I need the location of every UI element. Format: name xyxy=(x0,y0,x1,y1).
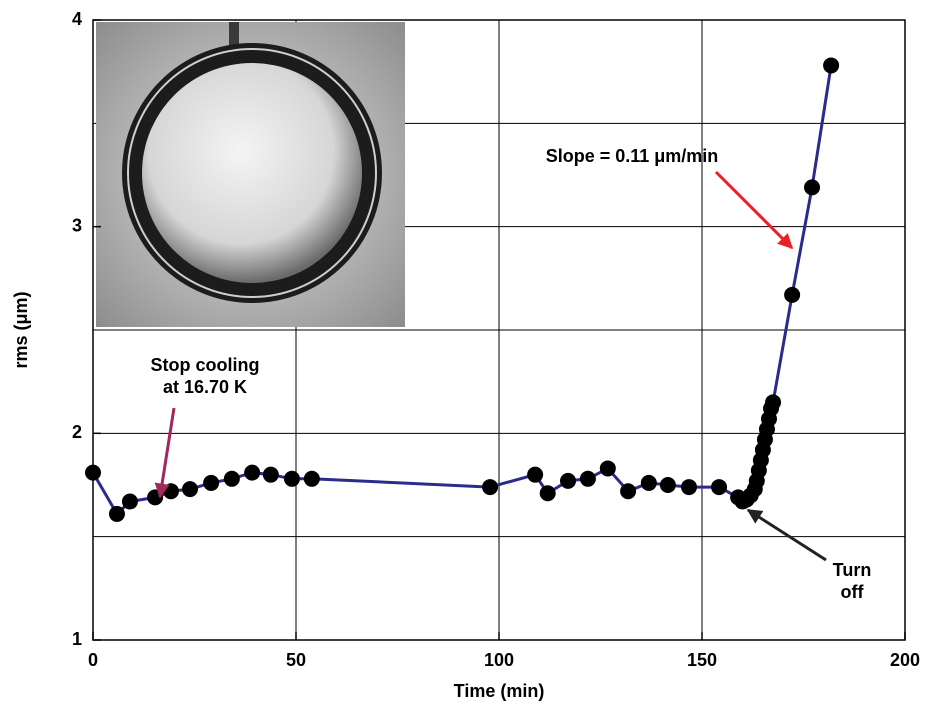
data-point xyxy=(711,479,728,496)
data-point xyxy=(765,394,782,411)
data-point xyxy=(620,483,637,500)
annotation: Slope = 0.11 μm/min xyxy=(546,146,719,166)
data-point xyxy=(527,466,544,483)
data-point xyxy=(262,466,279,483)
data-point xyxy=(579,470,596,487)
annotation: Turn xyxy=(833,560,872,580)
data-point xyxy=(640,474,657,491)
data-point xyxy=(85,464,101,481)
data-point xyxy=(681,479,698,496)
inset-photo xyxy=(96,22,405,327)
x-tick-label: 0 xyxy=(88,650,98,670)
annotation: off xyxy=(841,582,865,602)
data-point xyxy=(482,479,499,496)
data-point xyxy=(804,179,821,196)
y-tick-label: 3 xyxy=(72,215,82,235)
x-tick-label: 150 xyxy=(687,650,717,670)
data-point xyxy=(162,483,179,500)
data-point xyxy=(784,286,801,303)
data-point xyxy=(121,493,138,510)
data-point xyxy=(303,470,320,487)
annotation-arrow xyxy=(714,170,794,250)
annotation: Stop cooling xyxy=(151,355,260,375)
data-point xyxy=(108,505,125,522)
data-point xyxy=(823,57,840,74)
x-tick-label: 50 xyxy=(286,650,306,670)
data-point xyxy=(539,485,556,502)
y-tick-label: 1 xyxy=(72,629,82,649)
y-tick-label: 4 xyxy=(72,9,82,29)
y-tick-label: 2 xyxy=(72,422,82,442)
data-point xyxy=(182,481,199,498)
data-point xyxy=(223,470,240,487)
y-axis-label: rms (μm) xyxy=(11,291,31,368)
data-point xyxy=(203,474,220,491)
data-point xyxy=(659,477,676,493)
annotation-arrow xyxy=(746,508,827,562)
x-tick-label: 200 xyxy=(890,650,920,670)
annotation-arrow xyxy=(154,407,176,499)
annotation: at 16.70 K xyxy=(163,377,247,397)
data-point xyxy=(560,472,577,489)
x-axis-label: Time (min) xyxy=(454,681,545,701)
data-point xyxy=(244,464,261,481)
data-point xyxy=(599,460,616,477)
data-point xyxy=(283,470,300,487)
x-tick-label: 100 xyxy=(484,650,514,670)
